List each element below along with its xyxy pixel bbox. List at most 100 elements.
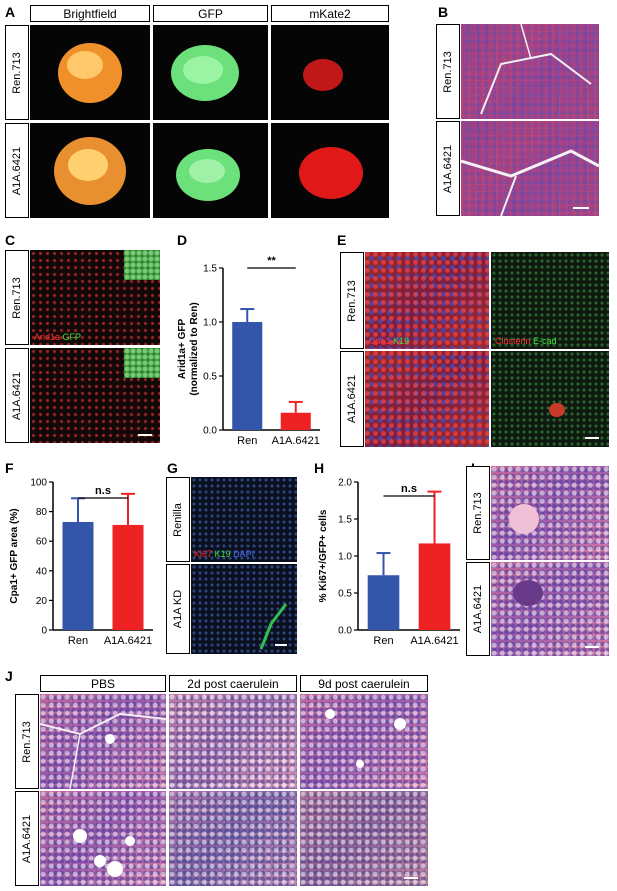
y-axis-label: Arid1a+ GFP xyxy=(177,319,188,380)
column-header-mkate2: mKate2 xyxy=(271,5,389,22)
tissue-septa xyxy=(480,23,592,115)
mkate2-image-a1a xyxy=(271,123,389,218)
pancreas-gfp-shape-a1a xyxy=(176,149,240,201)
panel-letter-b: B xyxy=(438,4,449,20)
fat-vacuoles-9d xyxy=(325,709,406,768)
pbs-septa xyxy=(39,712,167,790)
gfp-image-a1a xyxy=(153,123,268,218)
column-header-2d: 2d post caerulein xyxy=(169,675,297,692)
gfp-inset-a1a xyxy=(124,348,160,378)
column-header-pbs: PBS xyxy=(40,675,166,692)
row-label-ren713-i: Ren.713 xyxy=(466,466,490,560)
row-label-a1akd-g: A1A KD xyxy=(166,564,190,654)
histology-image-ren-b xyxy=(461,23,599,119)
column-header-gfp: GFP xyxy=(153,5,268,22)
row-label-ren713-c: Ren.713 xyxy=(5,250,29,345)
chart-d: 0.0 0.5 1.0 1.5 Arid1a+ GFP (normalized to Re… xyxy=(177,255,320,447)
panel-letter-h: H xyxy=(314,460,325,476)
row-label-a1a6421-c: A1A.6421 xyxy=(5,348,29,443)
label-arid1a: Arid1a xyxy=(34,332,61,342)
y-tick-label: 1.0 xyxy=(203,318,217,329)
y-tick-label: 0.5 xyxy=(338,589,352,600)
row-label-renilla-g: Renilla xyxy=(166,477,190,562)
pancreas-brightfield-shape xyxy=(58,43,122,103)
histology-2d-ren xyxy=(169,694,297,789)
brightfield-image-a1a xyxy=(30,123,150,218)
clusterin-spot xyxy=(549,403,565,417)
pancreas-brightfield-shape-a1a xyxy=(54,137,126,205)
y-tick-label: 0.0 xyxy=(338,626,352,637)
arid1a-image-a1a xyxy=(30,348,160,443)
mkate2-image-ren xyxy=(271,25,389,120)
histology-2d-a1a xyxy=(169,791,297,886)
label-clusterin: Clusterin xyxy=(495,336,531,346)
histology-image-ren-i xyxy=(491,466,609,560)
label-gfp: GFP xyxy=(62,332,82,342)
row-label-a1a6421-b: A1A.6421 xyxy=(436,121,460,216)
ki67-image-a1akd xyxy=(191,564,297,654)
column-header-brightfield: Brightfield xyxy=(30,5,150,22)
y-tick-label: 0.5 xyxy=(203,372,217,383)
pancreas-mkate2-shape-a1a xyxy=(299,147,363,199)
histology-9d-a1a xyxy=(300,791,428,886)
y-axis-label: Cpa1+ GFP area (%) xyxy=(9,508,20,603)
panel-letter-c: C xyxy=(5,232,16,248)
scale-bar-b xyxy=(573,207,589,209)
y-tick-label: 0.0 xyxy=(203,426,217,437)
x-tick-label: Ren xyxy=(373,635,393,647)
chart-f: 0 20 40 60 80 100 Cpa1+ GFP area (%) Ren A1A.642… xyxy=(9,478,153,647)
row-label-a1a6421-i: A1A.6421 xyxy=(466,562,490,656)
row-label-ren713-e: Ren.713 xyxy=(340,252,364,349)
x-tick-label: Ren xyxy=(68,635,88,647)
column-header-9d: 9d post caerulein xyxy=(300,675,428,692)
islet xyxy=(509,504,539,534)
row-label-a1a6421-j: A1A.6421 xyxy=(15,791,39,886)
clusterin-ecad-image-a1a xyxy=(491,351,609,447)
significance-label: n.s xyxy=(95,485,111,497)
histology-9d-ren xyxy=(300,694,428,789)
label-cpa1: Cpa1 xyxy=(369,336,391,346)
gfp-image-ren xyxy=(153,25,268,120)
scale-bar-g xyxy=(275,644,287,646)
label-dapi: DAPI xyxy=(233,549,255,559)
bar xyxy=(367,575,400,630)
islet-a1a xyxy=(513,580,543,606)
bar xyxy=(280,412,311,430)
gfp-inset xyxy=(124,250,160,280)
bar xyxy=(62,521,94,630)
row-label-a1a6421-e: A1A.6421 xyxy=(340,351,364,447)
y-tick-label: 60 xyxy=(36,537,48,548)
histology-pbs-ren xyxy=(39,694,167,790)
row-label-ren713-b: Ren.713 xyxy=(436,24,460,119)
histology-pbs-a1a xyxy=(40,791,166,886)
panel-letter-e: E xyxy=(337,232,347,248)
bar xyxy=(112,524,144,630)
ki67-image-renilla: Ki67 K19 DAPI xyxy=(191,477,297,562)
pancreas-mkate2-shape xyxy=(303,59,343,91)
panel-letter-d: D xyxy=(177,232,188,248)
panel-letter-j: J xyxy=(5,668,13,684)
y-tick-label: 2.0 xyxy=(338,478,352,489)
cpa1-k19-image-a1a xyxy=(365,351,489,447)
x-tick-label: A1A.6421 xyxy=(104,635,152,647)
clusterin-ecad-image-ren: Clusterin E-cad xyxy=(491,252,609,349)
y-tick-label: 40 xyxy=(36,566,48,577)
bar xyxy=(232,322,263,430)
label-k19: K19 xyxy=(393,336,410,346)
x-tick-label: A1A.6421 xyxy=(410,635,458,647)
bar xyxy=(418,543,451,630)
y-tick-label: 100 xyxy=(30,478,47,489)
scale-bar-c xyxy=(138,434,152,436)
tissue-septa-a1a xyxy=(460,149,600,217)
y-tick-label: 1.0 xyxy=(338,552,352,563)
scale-bar-i xyxy=(585,646,599,648)
k19-duct xyxy=(259,603,288,650)
arid1a-image-ren: Arid1a GFP xyxy=(30,250,160,345)
row-label-ren713-j: Ren.713 xyxy=(15,694,39,789)
label-k19-g: K19 xyxy=(214,549,231,559)
scale-bar-e xyxy=(585,437,599,439)
histology-image-a1a-b xyxy=(460,121,600,217)
brightfield-image-ren xyxy=(30,25,150,120)
y-tick-label: 20 xyxy=(36,596,48,607)
label-ecad: E-cad xyxy=(533,336,557,346)
